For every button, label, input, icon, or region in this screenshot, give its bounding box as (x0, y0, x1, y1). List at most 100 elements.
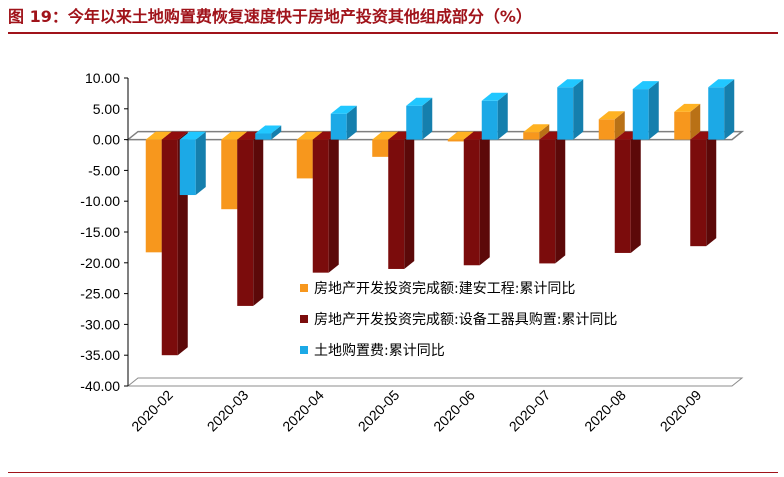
bar (674, 103, 701, 140)
bar-side (404, 131, 415, 269)
y-tick-label: -30.00 (80, 316, 120, 332)
y-tick-label: -35.00 (80, 347, 120, 363)
bar (312, 131, 339, 273)
bar-front (312, 139, 329, 273)
zero-plane (125, 130, 745, 141)
bar-front (330, 113, 347, 140)
bar (557, 79, 584, 140)
bar-side (614, 111, 625, 140)
y-tick-label: -10.00 (80, 193, 120, 209)
x-tick-label: 2020-03 (204, 387, 252, 435)
bar (632, 81, 659, 140)
zero-line (125, 130, 745, 141)
bar-front (539, 139, 556, 264)
bar-front (388, 139, 405, 269)
x-tick-label: 2020-07 (506, 387, 554, 435)
bar (237, 131, 264, 306)
bar (255, 125, 282, 140)
x-tick-label: 2020-05 (355, 387, 403, 435)
bar-front (406, 105, 423, 140)
bar-side (648, 81, 659, 140)
bar-top (145, 131, 172, 140)
bar-top (406, 97, 433, 106)
bar-side (346, 105, 357, 140)
bar-top (523, 124, 550, 133)
x-tick-label: 2020-08 (581, 387, 629, 435)
bar-top (598, 111, 625, 120)
bar-front (690, 139, 707, 247)
x-tick-label: 2020-06 (430, 387, 478, 435)
bottom-rule (8, 472, 778, 473)
x-axis: 2020-02 2020-03 2020-04 2020-05 2020-06 2020-… (128, 387, 704, 435)
bar-side (630, 131, 641, 253)
bar (614, 131, 641, 253)
bar-front (255, 133, 272, 140)
bar (708, 79, 735, 140)
bar-front (632, 89, 649, 140)
bar-side (328, 131, 339, 273)
bar (598, 111, 625, 140)
bar-side (555, 131, 566, 264)
bar-top (372, 131, 399, 140)
bar-front (179, 139, 196, 196)
floor-plane (126, 377, 744, 387)
y-tick-label: -20.00 (80, 255, 120, 271)
bars (145, 79, 735, 356)
bar-side (539, 124, 550, 140)
bar-front (557, 87, 574, 140)
bar-top (161, 131, 188, 140)
bar-front (296, 139, 313, 179)
bar (388, 131, 415, 269)
y-tick-label: -25.00 (80, 286, 120, 302)
bar-side (253, 131, 264, 306)
y-tick-label: 5.00 (93, 101, 120, 117)
bar-front (237, 139, 254, 306)
bar-side (479, 131, 490, 266)
bar (179, 131, 206, 196)
legend-swatch (300, 346, 308, 354)
legend: 房地产开发投资完成额:建安工程:累计同比房地产开发投资完成额:设备工器具购置:累… (300, 281, 617, 359)
bar-front (447, 139, 464, 142)
bar-top (330, 105, 357, 114)
bar (690, 131, 717, 247)
bar-front (598, 119, 615, 140)
y-tick-label: -40.00 (80, 378, 120, 394)
legend-label: 房地产开发投资完成额:设备工器具购置:累计同比 (314, 311, 617, 328)
legend-swatch (300, 315, 308, 323)
bar-front (145, 139, 162, 253)
bar-side (497, 92, 508, 140)
bar-top (296, 131, 323, 140)
legend-label: 房地产开发投资完成额:建安工程:累计同比 (314, 281, 575, 297)
bar-front (708, 87, 725, 140)
bar-top (708, 79, 735, 88)
bar-front (161, 139, 178, 356)
x-tick-label: 2020-09 (657, 387, 705, 435)
bar-front (463, 139, 480, 266)
bar-side (271, 125, 282, 140)
figure-title: 图 19：今年以来土地购置费恢复速度快于房地产投资其他组成部分（%） (8, 7, 532, 26)
bar (406, 97, 433, 140)
bar-side (573, 79, 584, 140)
bar-side (422, 97, 433, 140)
y-axis: 10.00 5.00 0.00 -5.00 -10.00 -15.00 -20.00 -25.… (80, 70, 129, 394)
bar (330, 105, 357, 140)
bar-front (614, 139, 631, 253)
bar-top (179, 131, 206, 140)
bar-side (690, 103, 701, 140)
title-rule (8, 32, 778, 34)
bar (481, 92, 508, 140)
bar-front (674, 111, 691, 140)
bar-top (632, 81, 659, 90)
y-tick-label: -15.00 (80, 224, 120, 240)
bar-front (221, 139, 238, 210)
y-tick-label: -5.00 (88, 162, 120, 178)
bar (463, 131, 490, 266)
bar-top (221, 131, 248, 140)
bar-top (255, 125, 282, 134)
bar-top (557, 79, 584, 88)
bar-top (674, 103, 701, 112)
bar-side (195, 131, 206, 196)
x-tick-label: 2020-04 (279, 387, 327, 435)
y-tick-label: 0.00 (93, 132, 120, 148)
